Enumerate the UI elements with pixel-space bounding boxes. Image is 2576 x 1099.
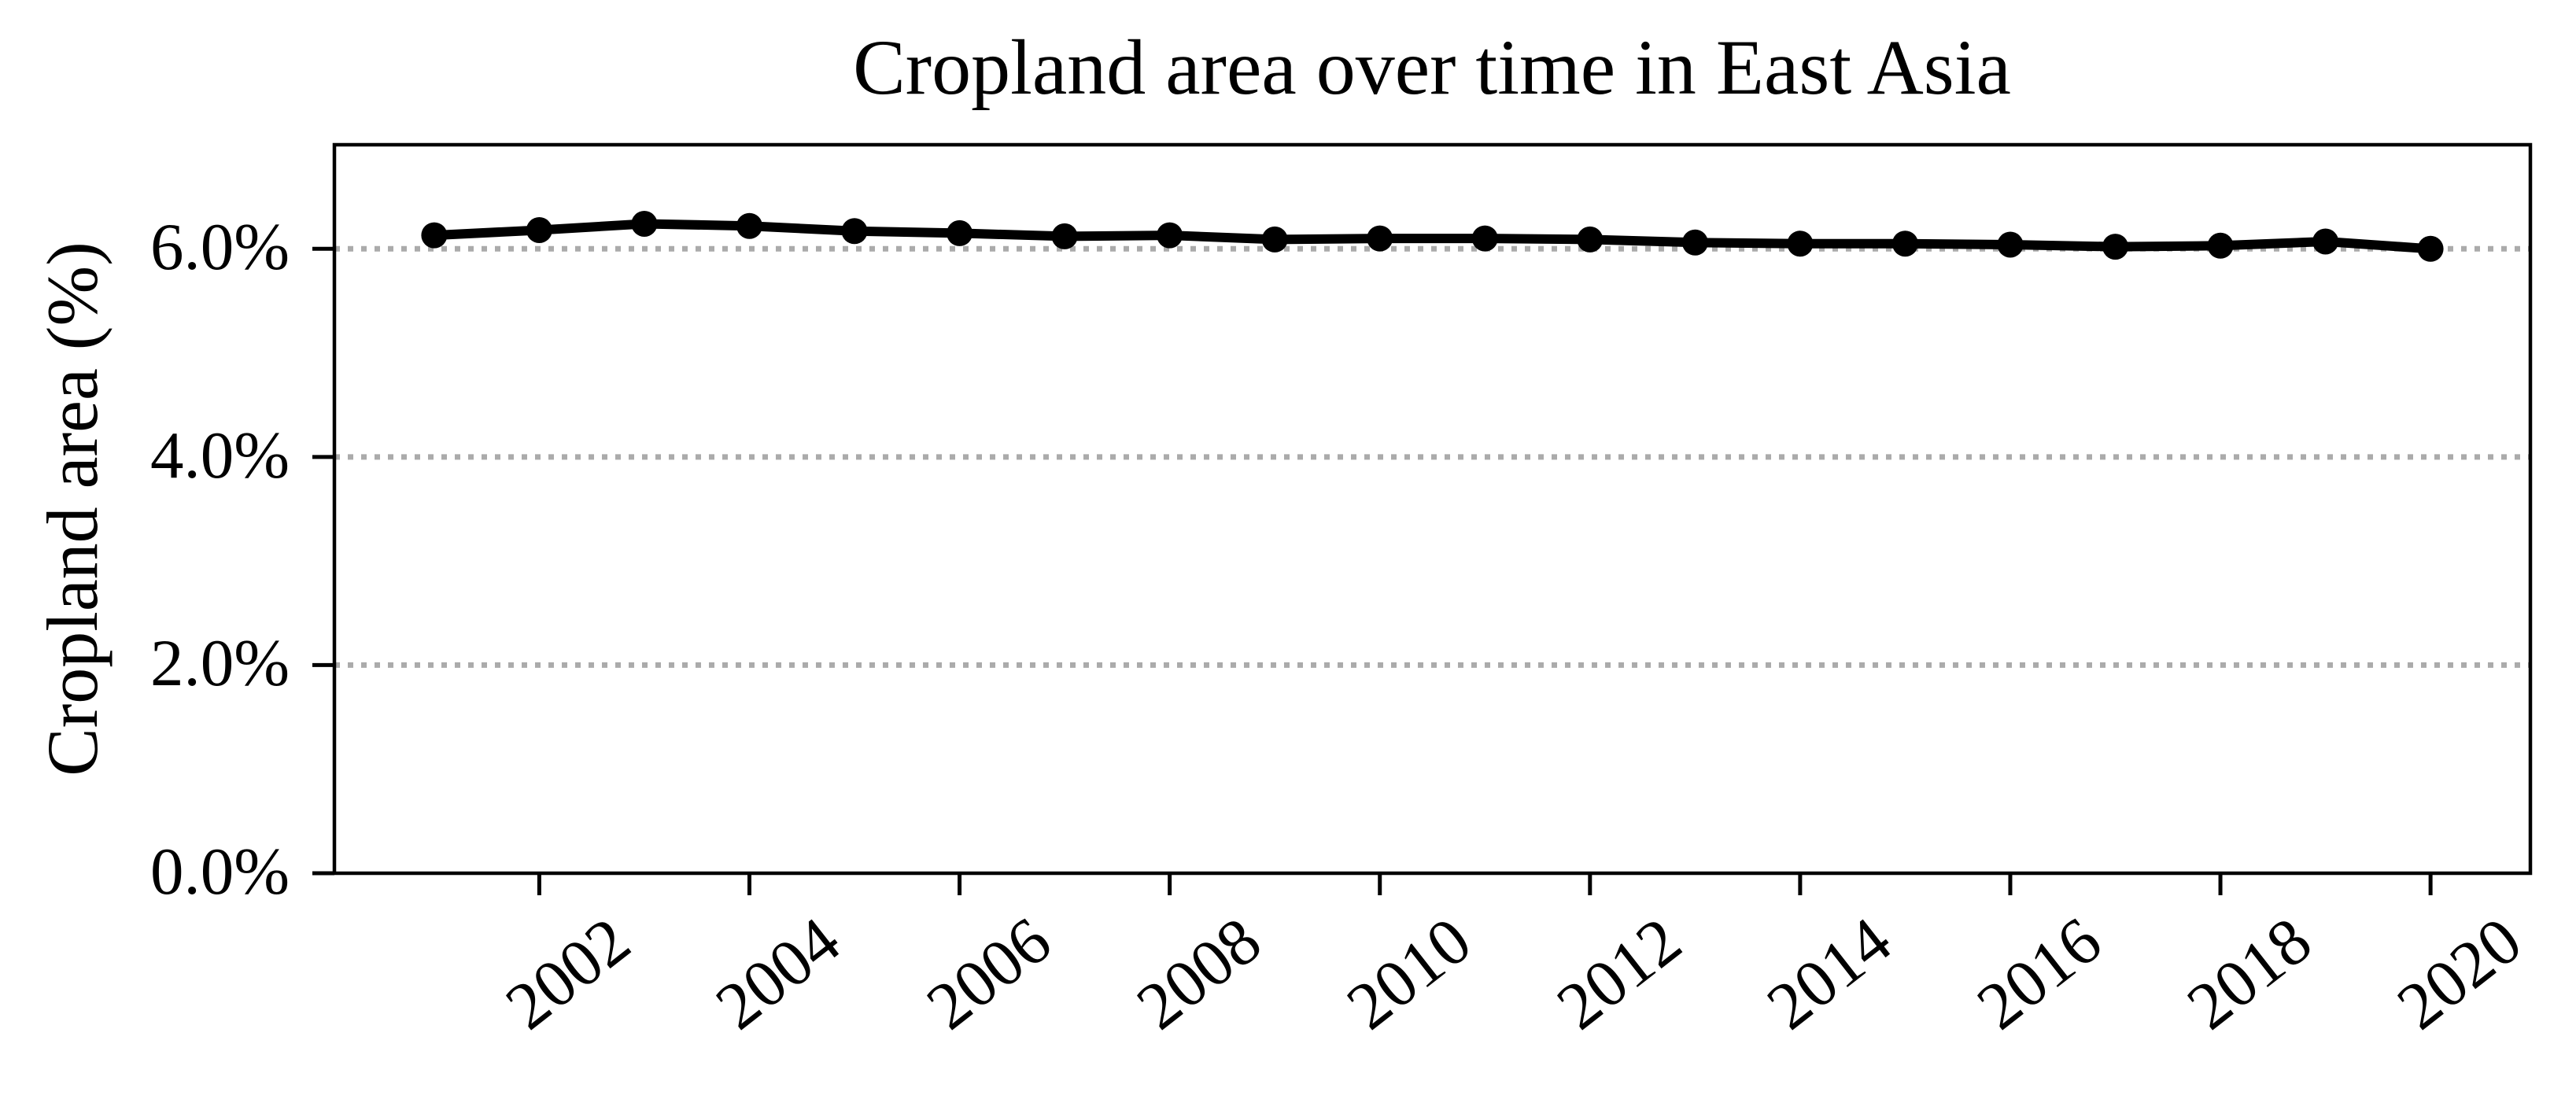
data-line xyxy=(429,219,2436,254)
data-point xyxy=(526,217,552,243)
y-tick-label: 2.0% xyxy=(149,626,290,701)
data-point xyxy=(1577,226,1604,253)
data-point xyxy=(2312,228,2339,255)
data-point xyxy=(1997,231,2024,258)
data-point xyxy=(841,218,868,245)
data-point xyxy=(1157,222,1183,249)
data-point xyxy=(1681,229,1708,256)
data-point xyxy=(631,211,658,237)
data-point xyxy=(947,219,973,246)
data-point xyxy=(2102,234,2128,260)
data-point xyxy=(1051,223,1078,249)
y-tick-label: 0.0% xyxy=(149,834,290,909)
data-point xyxy=(1787,230,1814,257)
y-tick-label: 4.0% xyxy=(149,418,290,492)
data-point xyxy=(1471,225,1498,252)
data-point xyxy=(1261,226,1288,253)
y-tick-label: 6.0% xyxy=(149,210,290,285)
data-point xyxy=(736,212,762,239)
data-point xyxy=(421,222,448,249)
data-point xyxy=(2417,235,2444,262)
chart-title: Cropland area over time in East Asia xyxy=(853,24,2011,111)
plot-frame xyxy=(332,142,2533,876)
data-point xyxy=(1891,230,1918,257)
data-point xyxy=(1367,225,1393,252)
data-point xyxy=(2207,232,2234,259)
